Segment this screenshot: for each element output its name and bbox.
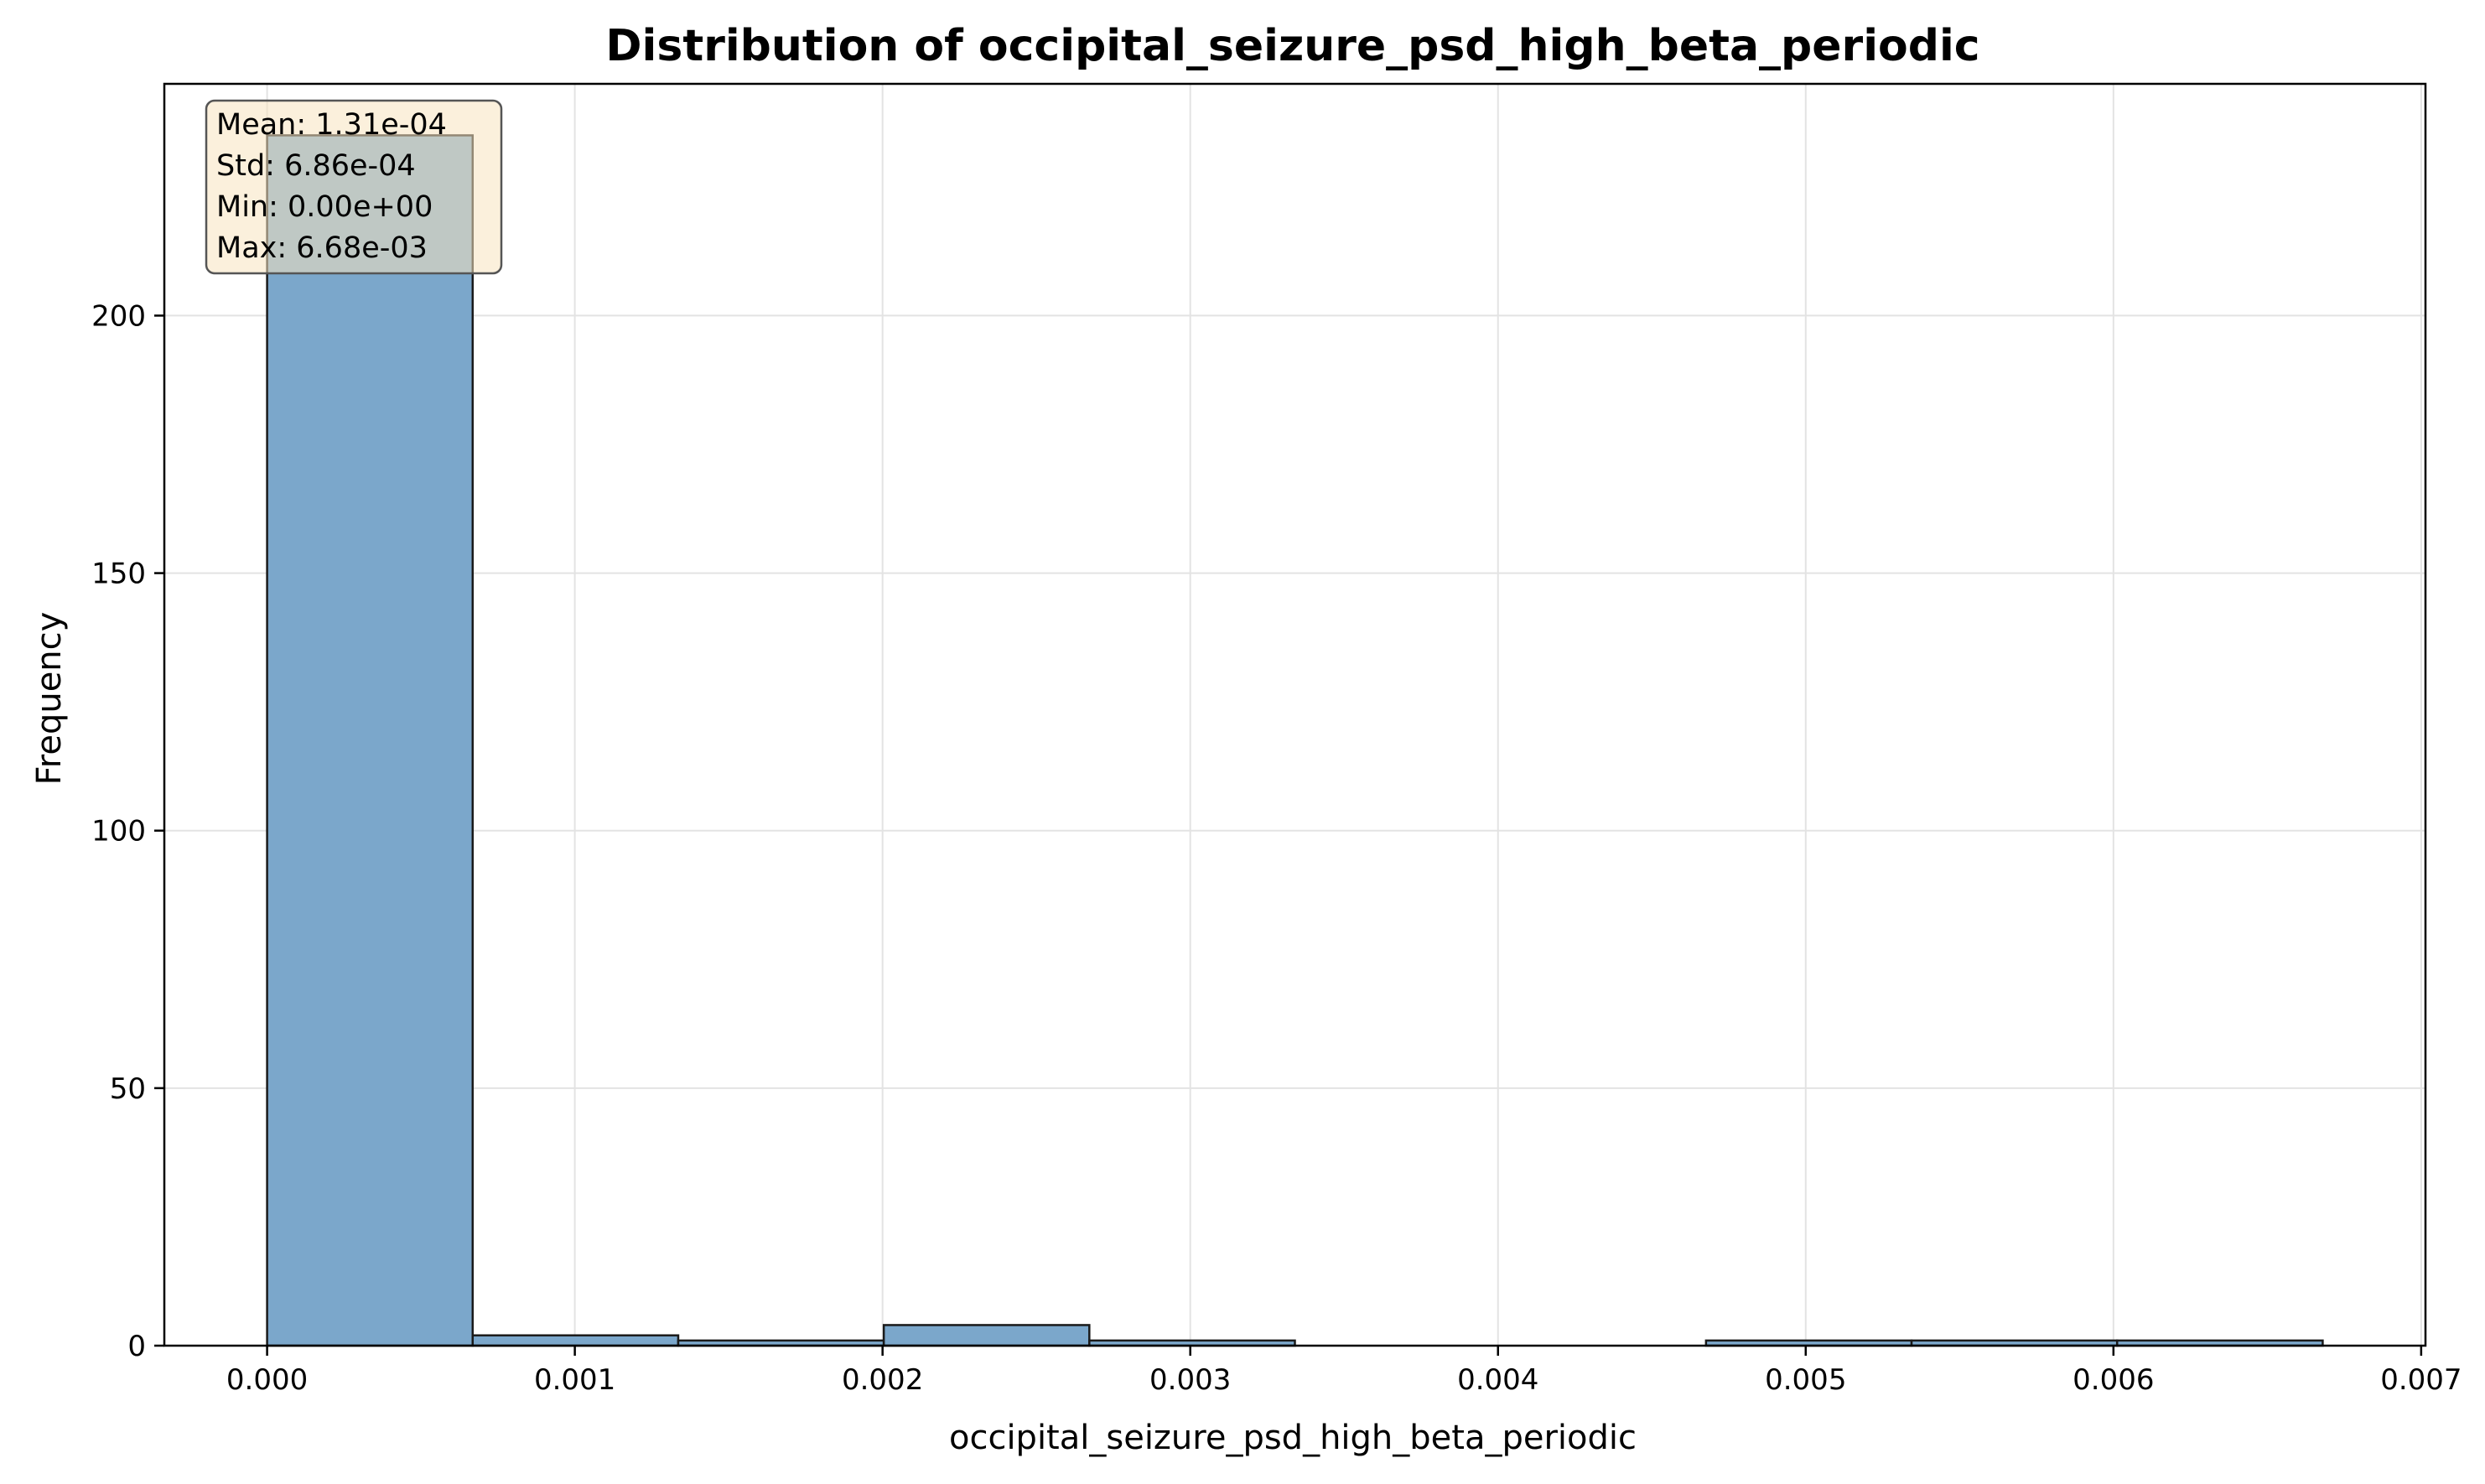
x-tick-label: 0.002 bbox=[842, 1363, 923, 1397]
stats-box-background bbox=[205, 99, 503, 275]
y-tick-label: 200 bbox=[91, 299, 146, 333]
x-tick-label: 0.006 bbox=[2073, 1363, 2154, 1397]
x-tick-label: 0.003 bbox=[1149, 1363, 1231, 1397]
y-axis-label: Frequency bbox=[30, 612, 69, 786]
x-tick-label: 0.001 bbox=[534, 1363, 615, 1397]
x-tick-label: 0.000 bbox=[226, 1363, 308, 1397]
stats-box: Mean: 1.31e-04 Std: 6.86e-04 Min: 0.00e+… bbox=[205, 99, 503, 275]
y-tick-label: 50 bbox=[110, 1072, 146, 1106]
histogram-bar bbox=[471, 1334, 680, 1347]
chart-title: Distribution of occipital_seizure_psd_hi… bbox=[605, 21, 1979, 71]
stats-mean: Mean: 1.31e-04 bbox=[216, 108, 447, 142]
x-axis-label: occipital_seizure_psd_high_beta_periodic bbox=[949, 1419, 1637, 1457]
bars-layer bbox=[266, 134, 2324, 1347]
x-tick-label: 0.005 bbox=[1765, 1363, 1846, 1397]
axes-frame bbox=[163, 82, 2427, 1347]
y-tick-label: 150 bbox=[91, 558, 146, 591]
x-tick-label: 0.007 bbox=[2380, 1363, 2462, 1397]
ticks-layer: 0.000 0.001 0.002 0.003 0.004 0.005 0.006 0.007… bbox=[91, 299, 2462, 1397]
stats-std: Std: 6.86e-04 bbox=[216, 149, 416, 183]
histogram-bar bbox=[266, 134, 475, 1347]
stats-min: Min: 0.00e+00 bbox=[216, 190, 433, 224]
histogram-bar bbox=[882, 1324, 1091, 1347]
y-tick-label: 0 bbox=[127, 1330, 146, 1363]
y-tick-label: 100 bbox=[91, 815, 146, 848]
stats-max: Max: 6.68e-03 bbox=[216, 231, 428, 265]
x-tick-label: 0.004 bbox=[1457, 1363, 1538, 1397]
